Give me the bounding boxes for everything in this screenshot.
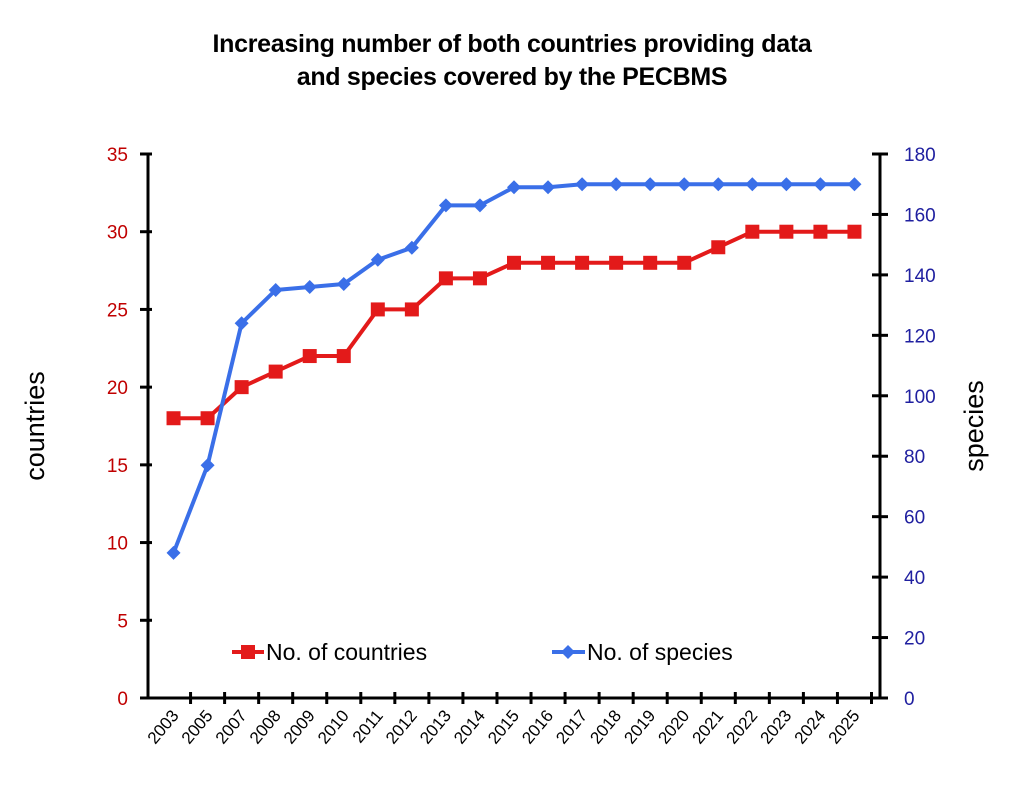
legend-countries-label: No. of countries xyxy=(266,639,427,665)
data-point-no-of-species xyxy=(268,283,283,297)
y-left-axis-title: countries xyxy=(20,371,50,481)
y-left-tick-label: 20 xyxy=(107,378,128,399)
data-point-no-of-countries xyxy=(234,380,249,395)
data-point-no-of-countries xyxy=(268,364,283,379)
y-right-tick-label: 140 xyxy=(904,266,936,287)
x-tick-label: 2010 xyxy=(314,706,353,747)
data-point-no-of-species xyxy=(438,198,453,213)
data-point-no-of-species xyxy=(643,177,658,192)
y-right-tick-label: 80 xyxy=(904,447,925,468)
legend: No. of countries No. of species xyxy=(232,639,733,665)
data-point-no-of-species xyxy=(234,316,249,331)
y-left-tick-label: 0 xyxy=(117,689,128,710)
x-tick-label: 2017 xyxy=(552,706,591,747)
chart-title-line-2: and species covered by the PECBMS xyxy=(296,63,728,91)
y-right-tick-label: 0 xyxy=(904,689,915,710)
data-point-no-of-species xyxy=(404,240,419,255)
y-right-tick-label: 100 xyxy=(904,387,936,408)
data-point-no-of-countries xyxy=(711,240,726,255)
data-point-no-of-species xyxy=(745,177,760,192)
y-left-tick-label: 10 xyxy=(107,534,128,555)
data-point-no-of-species xyxy=(609,177,624,192)
y-right-tick-label: 60 xyxy=(904,508,925,529)
y-right-axis-title: species xyxy=(959,380,989,472)
y-left-tick-label: 35 xyxy=(107,145,128,166)
data-point-no-of-countries xyxy=(302,349,317,364)
y-left-tick-label: 5 xyxy=(117,611,128,632)
data-point-no-of-countries xyxy=(745,224,760,239)
y-right-tick-label: 120 xyxy=(904,326,936,347)
x-tick-label: 2013 xyxy=(416,706,455,747)
data-point-no-of-countries xyxy=(643,255,658,270)
data-point-no-of-countries xyxy=(200,411,215,426)
y-right-tick-label: 160 xyxy=(904,205,936,226)
data-point-no-of-species xyxy=(166,545,181,560)
data-point-no-of-species xyxy=(336,276,351,291)
data-point-no-of-countries xyxy=(609,255,624,270)
data-point-no-of-species xyxy=(472,198,487,213)
data-point-no-of-countries xyxy=(779,224,794,239)
data-point-no-of-countries xyxy=(575,255,590,270)
data-point-no-of-countries xyxy=(507,255,521,270)
legend-countries-marker xyxy=(241,645,255,659)
x-tick-label: 2014 xyxy=(450,706,489,747)
chart-title: Increasing number of both countries prov… xyxy=(0,28,1024,94)
data-point-no-of-species xyxy=(779,177,794,192)
data-point-no-of-countries xyxy=(404,302,419,317)
data-point-no-of-species xyxy=(677,177,692,192)
axes: 0510152025303502040608010012014016018020… xyxy=(107,145,936,748)
x-tick-label: 2020 xyxy=(654,706,693,747)
y-right-tick-label: 20 xyxy=(904,629,925,650)
data-point-no-of-species xyxy=(541,180,556,195)
x-tick-label: 2021 xyxy=(688,706,727,747)
x-tick-label: 2011 xyxy=(349,706,387,746)
data-point-no-of-countries xyxy=(541,255,556,270)
data-point-no-of-species xyxy=(847,177,862,192)
x-tick-label: 2018 xyxy=(586,706,625,747)
data-point-no-of-species xyxy=(370,252,385,267)
y-right-tick-label: 40 xyxy=(904,568,925,589)
x-tick-label: 2005 xyxy=(178,706,217,747)
x-tick-label: 2022 xyxy=(723,706,762,747)
data-point-no-of-countries xyxy=(847,224,862,239)
x-tick-label: 2007 xyxy=(212,706,251,747)
x-tick-label: 2009 xyxy=(280,706,319,747)
x-tick-label: 2025 xyxy=(825,706,864,747)
x-tick-label: 2008 xyxy=(246,706,285,747)
data-point-no-of-countries xyxy=(336,349,351,364)
x-tick-label: 2024 xyxy=(791,706,830,747)
data-point-no-of-species xyxy=(575,177,590,192)
data-point-no-of-countries xyxy=(370,302,385,317)
y-left-tick-label: 25 xyxy=(107,300,128,321)
y-left-tick-label: 15 xyxy=(107,456,128,477)
data-point-no-of-countries xyxy=(677,255,692,270)
data-point-no-of-countries xyxy=(813,224,828,239)
data-point-no-of-species xyxy=(507,180,521,195)
x-tick-label: 2015 xyxy=(484,706,523,747)
data-point-no-of-species xyxy=(200,458,215,473)
x-tick-label: 2019 xyxy=(620,706,659,747)
data-point-no-of-countries xyxy=(438,271,453,286)
data-point-no-of-countries xyxy=(472,271,487,286)
data-point-no-of-countries xyxy=(166,411,181,426)
series-layer xyxy=(166,177,862,560)
data-point-no-of-species xyxy=(813,177,828,192)
y-right-tick-label: 180 xyxy=(904,145,936,166)
data-point-no-of-species xyxy=(302,279,317,294)
legend-species-label: No. of species xyxy=(587,639,733,665)
x-tick-label: 2023 xyxy=(757,706,796,747)
x-tick-label: 2016 xyxy=(518,706,557,747)
chart-title-line-1: Increasing number of both countries prov… xyxy=(212,30,812,58)
legend-species-marker xyxy=(561,645,575,659)
y-left-tick-label: 30 xyxy=(107,223,128,244)
data-point-no-of-species xyxy=(711,177,726,192)
x-tick-label: 2003 xyxy=(144,706,183,747)
x-tick-label: 2012 xyxy=(382,706,421,747)
